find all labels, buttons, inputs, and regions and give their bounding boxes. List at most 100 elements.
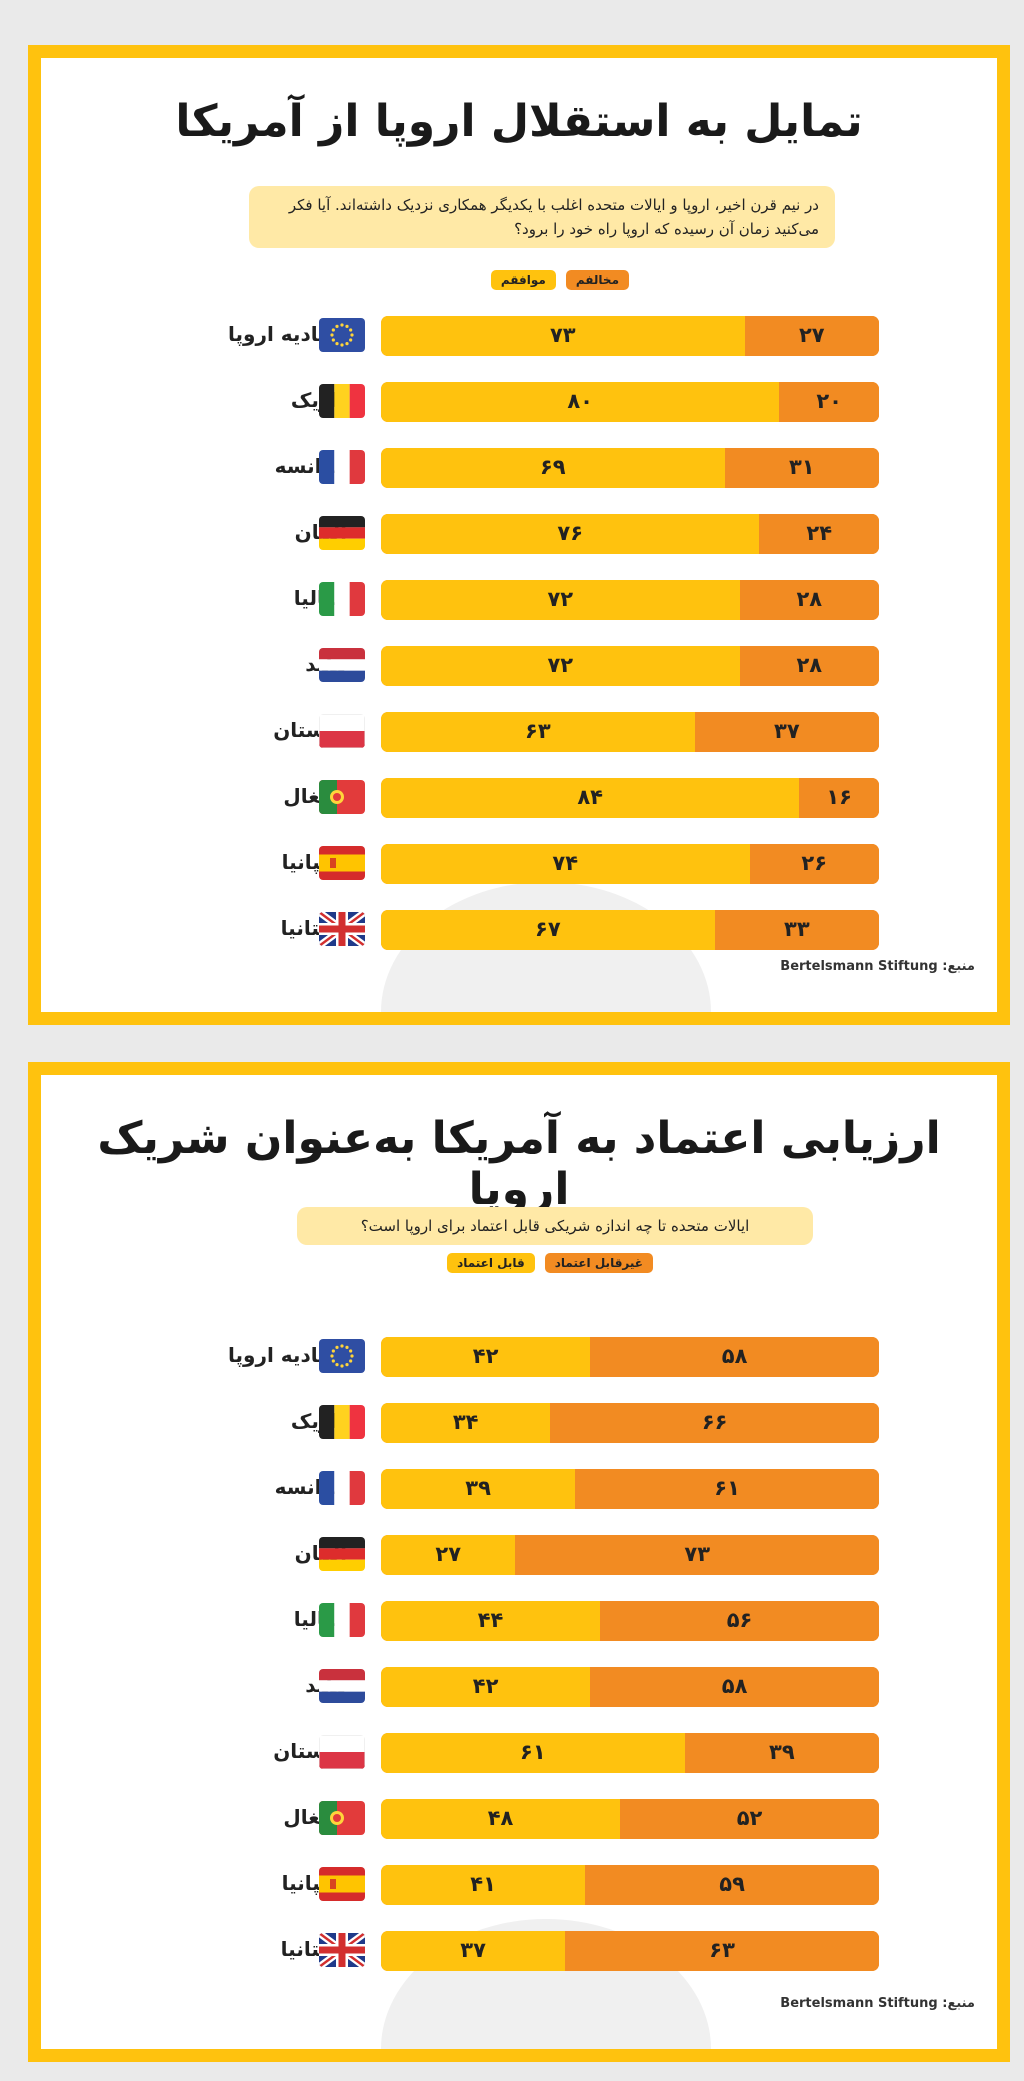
stacked-bar: ۳۹ ۶۱ bbox=[381, 1469, 879, 1509]
bar-segment-disagree bbox=[739, 646, 879, 686]
value-label: ۵۸ bbox=[721, 1674, 748, 1698]
bar-row: فرانسه ۶۹ ۳۱ bbox=[41, 448, 997, 488]
flag-es-icon bbox=[319, 846, 365, 880]
value-label: ۴۱ bbox=[470, 1872, 496, 1896]
bar-segment-disagree bbox=[694, 712, 879, 752]
bar-segment-reliable bbox=[381, 1535, 516, 1575]
stacked-bar: ۸۴ ۱۶ bbox=[381, 778, 879, 818]
value-label: ۳۳ bbox=[784, 917, 810, 941]
bar-segment-unreliable bbox=[620, 1799, 879, 1839]
source-credit: منبع: Bertelsmann Stiftung bbox=[780, 959, 975, 974]
bar-segment-unreliable bbox=[565, 1931, 879, 1971]
value-label: ۳۴ bbox=[452, 1410, 479, 1434]
stacked-bar: ۷۶ ۲۴ bbox=[381, 514, 879, 554]
bar-segment-agree bbox=[381, 382, 780, 422]
value-label: ۶۷ bbox=[535, 917, 561, 941]
flag-es-icon bbox=[319, 1867, 365, 1901]
flag-de-icon bbox=[319, 516, 365, 550]
value-label: ۳۹ bbox=[465, 1476, 491, 1500]
flag-de-icon bbox=[319, 1537, 365, 1571]
background-shape bbox=[381, 882, 711, 1012]
stacked-bar: ۳۷ ۶۳ bbox=[381, 1931, 879, 1971]
bar-segment-disagree bbox=[779, 382, 879, 422]
stacked-bar: ۴۴ ۵۶ bbox=[381, 1601, 879, 1641]
flag-it-icon bbox=[319, 1603, 365, 1637]
chart-panel-independence: تمایل به استقلال اروپا از آمریکا در نیم … bbox=[28, 45, 1010, 1025]
bar-row: فرانسه ۳۹ ۶۱ bbox=[41, 1469, 997, 1509]
value-label: ۲۷ bbox=[435, 1542, 462, 1566]
bar-segment-agree bbox=[381, 448, 725, 488]
stacked-bar: ۴۸ ۵۲ bbox=[381, 1799, 879, 1839]
value-label: ۴۲ bbox=[472, 1674, 499, 1698]
legend-unreliable: غیرقابل اعتماد bbox=[544, 1253, 653, 1273]
bar-row: بریتانیا ۶۷ ۳۳ bbox=[41, 910, 997, 950]
stacked-bar: ۷۲ ۲۸ bbox=[381, 646, 879, 686]
flag-eu-icon bbox=[319, 318, 365, 352]
flag-be-icon bbox=[319, 1405, 365, 1439]
stacked-bar: ۴۲ ۵۸ bbox=[381, 1337, 879, 1377]
bar-row: ایتالیا۴۴۵۶ bbox=[41, 1601, 997, 1641]
stacked-bar: ۶۹ ۳۱ bbox=[381, 448, 879, 488]
legend-agree: موافقم bbox=[490, 270, 556, 290]
bar-row: بلژیک ۳۴ ۶۶ bbox=[41, 1403, 997, 1443]
value-label: ۵۲ bbox=[736, 1806, 763, 1830]
bar-segment-agree bbox=[381, 316, 745, 356]
flag-nl-icon bbox=[319, 1669, 365, 1703]
stacked-bar: ۶۳ ۳۷ bbox=[381, 712, 879, 752]
bar-segment-disagree bbox=[744, 316, 879, 356]
value-label: ۴۸ bbox=[487, 1806, 514, 1830]
bar-segment-reliable bbox=[381, 1733, 685, 1773]
bar-segment-agree bbox=[381, 646, 740, 686]
bar-segment-disagree bbox=[799, 778, 879, 818]
stacked-bar: ۴۱ ۵۹ bbox=[381, 1865, 879, 1905]
value-label: ۷۴ bbox=[552, 851, 579, 875]
bar-segment-unreliable bbox=[600, 1601, 879, 1641]
bar-row: ایتالیا۷۲۲۸ bbox=[41, 580, 997, 620]
value-label: ۵۸ bbox=[721, 1344, 748, 1368]
bar-segment-agree bbox=[381, 778, 800, 818]
flag-pl-icon bbox=[319, 1735, 365, 1769]
chart-title: تمایل به استقلال اروپا از آمریکا bbox=[175, 96, 863, 147]
bar-segment-reliable bbox=[381, 1337, 591, 1377]
value-label: ۲۴ bbox=[806, 521, 833, 545]
bar-segment-reliable bbox=[381, 1469, 576, 1509]
bar-row: هلند۴۲۵۸ bbox=[41, 1667, 997, 1707]
bar-row: لهستان ۶۳ ۳۷ bbox=[41, 712, 997, 752]
bar-segment-reliable bbox=[381, 1799, 621, 1839]
bar-row: اتحادیه اروپا ۷۳ ۲۷ bbox=[41, 316, 997, 356]
flag-pt-icon bbox=[319, 780, 365, 814]
bar-row: هلند۷۲۲۸ bbox=[41, 646, 997, 686]
stacked-bar: ۸۰ ۲۰ bbox=[381, 382, 879, 422]
bar-segment-agree bbox=[381, 580, 740, 620]
bar-segment-unreliable bbox=[585, 1865, 879, 1905]
chart-title: ارزیابی اعتماد به آمریکا به‌عنوان شریک ا… bbox=[97, 1113, 941, 1215]
flag-pt-icon bbox=[319, 1801, 365, 1835]
flag-pl-icon bbox=[319, 714, 365, 748]
value-label: ۷۲ bbox=[547, 587, 574, 611]
value-label: ۶۱ bbox=[520, 1740, 546, 1764]
flag-be-icon bbox=[319, 384, 365, 418]
bar-segment-disagree bbox=[759, 514, 879, 554]
legend-disagree: مخالفم bbox=[565, 270, 629, 290]
value-label: ۱۶ bbox=[826, 785, 852, 809]
stacked-bar: ۶۷ ۳۳ bbox=[381, 910, 879, 950]
bar-row: آلمان۷۶۲۴ bbox=[41, 514, 997, 554]
value-label: ۶۳ bbox=[525, 719, 551, 743]
bar-segment-reliable bbox=[381, 1931, 566, 1971]
value-label: ۸۰ bbox=[567, 389, 594, 413]
stacked-bar: ۷۳ ۲۷ bbox=[381, 316, 879, 356]
bar-segment-unreliable bbox=[515, 1535, 879, 1575]
value-label: ۷۳ bbox=[684, 1542, 711, 1566]
stacked-bar: ۷۲ ۲۸ bbox=[381, 580, 879, 620]
bar-segment-disagree bbox=[749, 844, 879, 884]
bar-row: بلژیک ۸۰ ۲۰ bbox=[41, 382, 997, 422]
value-label: ۷۶ bbox=[557, 521, 584, 545]
bar-row: آلمان۲۷۷۳ bbox=[41, 1535, 997, 1575]
value-label: ۳۷ bbox=[460, 1938, 486, 1962]
value-label: ۲۸ bbox=[796, 587, 823, 611]
stacked-bar: ۴۲ ۵۸ bbox=[381, 1667, 879, 1707]
stacked-bar: ۲۷ ۷۳ bbox=[381, 1535, 879, 1575]
stacked-bar: ۷۴ ۲۶ bbox=[381, 844, 879, 884]
value-label: ۶۶ bbox=[701, 1410, 728, 1434]
bar-row: اتحادیه اروپا ۴۲ ۵۸ bbox=[41, 1337, 997, 1377]
